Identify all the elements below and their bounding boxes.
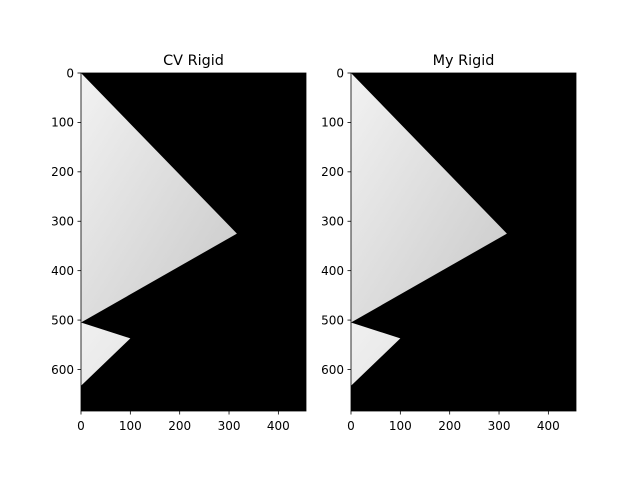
x-tick-label: 300 bbox=[218, 419, 241, 433]
y-tick-label: 100 bbox=[51, 116, 74, 130]
x-tick-label: 0 bbox=[77, 419, 85, 433]
axes-frame bbox=[350, 72, 577, 412]
y-tick-label: 600 bbox=[51, 363, 74, 377]
y-tick-label: 300 bbox=[321, 215, 344, 229]
image-area bbox=[351, 73, 576, 411]
image-region-lower-wedge bbox=[81, 322, 131, 386]
subplot-title: CV Rigid bbox=[163, 53, 224, 69]
subplot-my-rigid: My Rigid 0 100 200 300 400 0 100 200 300 400 500 60… bbox=[321, 53, 577, 433]
y-tick-label: 0 bbox=[66, 66, 74, 80]
x-tick-label: 0 bbox=[347, 419, 355, 433]
y-tick-label: 200 bbox=[51, 165, 74, 179]
image-region-bright-triangle bbox=[351, 73, 507, 323]
subplot-cv-rigid: CV Rigid 0 100 200 300 400 0 100 200 300 400 500 60… bbox=[51, 53, 307, 433]
y-tick-label: 100 bbox=[321, 116, 344, 130]
y-tick-label: 600 bbox=[321, 363, 344, 377]
image-region-lower-wedge bbox=[351, 322, 401, 386]
subplot-title: My Rigid bbox=[433, 53, 495, 69]
axes: 0 100 200 300 400 0 100 200 300 400 500 600 bbox=[321, 66, 577, 433]
x-tick-label: 200 bbox=[168, 419, 191, 433]
image-area bbox=[81, 73, 306, 411]
x-tick-label: 300 bbox=[488, 419, 511, 433]
y-tick-label: 400 bbox=[51, 264, 74, 278]
y-tick-label: 400 bbox=[321, 264, 344, 278]
axes: 0 100 200 300 400 0 100 200 300 400 500 600 bbox=[51, 66, 307, 433]
x-tick-label: 100 bbox=[389, 419, 412, 433]
axes-frame bbox=[80, 72, 307, 412]
y-tick-label: 0 bbox=[336, 66, 344, 80]
x-tick-label: 200 bbox=[438, 419, 461, 433]
x-tick-label: 400 bbox=[267, 419, 290, 433]
y-tick-label: 500 bbox=[321, 313, 344, 327]
x-tick-label: 100 bbox=[119, 419, 142, 433]
y-tick-label: 300 bbox=[51, 215, 74, 229]
y-tick-label: 200 bbox=[321, 165, 344, 179]
y-tick-label: 500 bbox=[51, 313, 74, 327]
image-region-bright-triangle bbox=[81, 73, 237, 323]
x-tick-label: 400 bbox=[537, 419, 560, 433]
